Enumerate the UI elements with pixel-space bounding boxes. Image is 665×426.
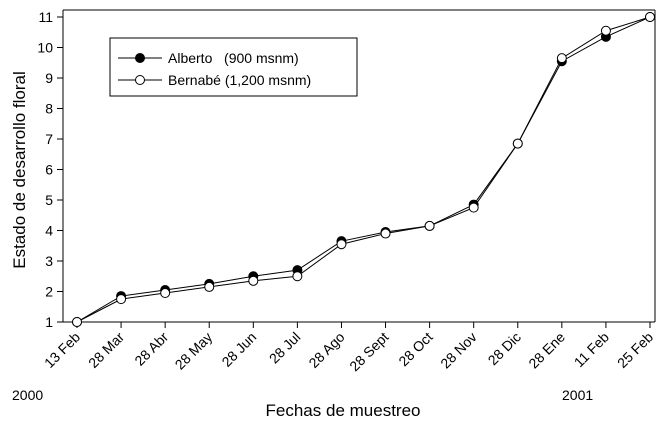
point — [116, 294, 127, 305]
x-tick-label: 25 Feb — [614, 329, 656, 371]
x-tick-label: 28 Jul — [266, 329, 304, 367]
y-tick-label: 7 — [45, 131, 53, 147]
legend-label: Alberto (900 msnm) — [168, 50, 299, 66]
y-tick-label: 4 — [45, 223, 53, 239]
legend-label: Bernabé (1,200 msnm) — [168, 72, 311, 88]
x-tick-label: 28 Ene — [525, 329, 568, 372]
point — [645, 12, 655, 22]
point — [600, 25, 611, 36]
legend-marker — [135, 75, 145, 85]
x-tick-label: 11 Feb — [571, 329, 613, 371]
x-tick-label: 28 Ago — [305, 329, 347, 371]
y-tick-label: 6 — [45, 162, 53, 178]
y-tick-label: 5 — [45, 192, 53, 208]
point — [468, 202, 479, 213]
y-tick-label: 2 — [45, 284, 53, 300]
point — [72, 317, 82, 327]
x-tick-label: 28 Dic — [485, 329, 524, 368]
point — [292, 271, 303, 282]
legend-marker — [135, 53, 145, 63]
point — [204, 281, 215, 292]
point — [512, 138, 523, 149]
x-axis-label: Fechas de muestreo — [266, 401, 421, 420]
y-tick-label: 8 — [45, 101, 53, 117]
series-line — [76, 16, 651, 323]
y-tick-label: 9 — [45, 70, 53, 86]
legend — [109, 37, 358, 97]
x-tick-label: 28 May — [172, 329, 216, 373]
x-tick-label: 28 Sept — [346, 329, 392, 375]
x-tick-label: 13 Feb — [41, 329, 83, 371]
point — [336, 239, 347, 250]
y-tick-label: 10 — [37, 40, 53, 56]
point — [380, 228, 391, 239]
x-tick-label: 28 Nov — [437, 329, 480, 372]
x-tick-label: 28 Oct — [395, 329, 436, 370]
annotation: 2000 — [12, 387, 43, 403]
series-line — [76, 16, 651, 323]
x-tick-label: 28 Abr — [131, 329, 171, 369]
point — [248, 275, 259, 286]
y-tick-label: 11 — [38, 9, 53, 25]
y-tick-label: 1 — [45, 314, 53, 330]
y-axis-label: Estado de desarrollo floral — [10, 71, 29, 269]
point — [424, 220, 435, 231]
x-tick-label: 28 Jun — [218, 329, 259, 370]
annotation: 2001 — [562, 387, 593, 403]
point — [160, 288, 171, 299]
y-tick-label: 3 — [45, 253, 53, 269]
x-tick-label: 28 Mar — [85, 329, 127, 371]
point — [556, 53, 567, 64]
